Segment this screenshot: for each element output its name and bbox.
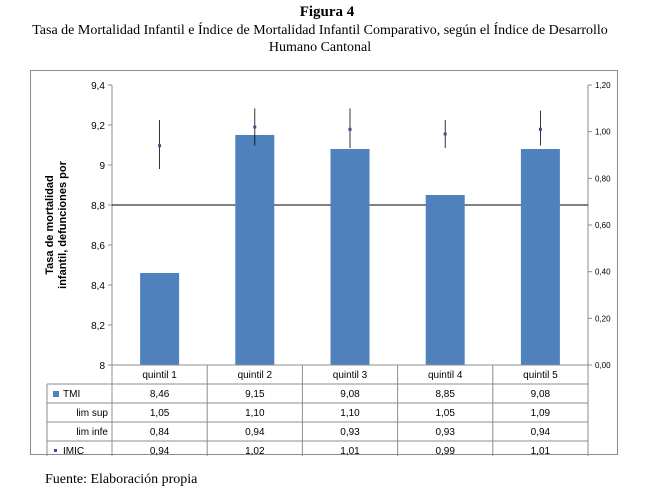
y2-tick-label: 0,40 [595,268,611,277]
table-cell: 1,05 [150,408,170,419]
table-cell: 0,93 [340,427,360,438]
bar-tmi [520,149,560,365]
y2-tick-label: 0,80 [595,174,611,183]
y-tick-label: 9 [99,161,105,172]
y2-tick-label: 0,00 [595,361,611,370]
table-cell: 1,10 [340,408,360,419]
table-cell: 0,93 [435,427,455,438]
table-cell: 1,10 [245,408,265,419]
figure-title: Figura 4 [299,4,355,20]
source-note: Fuente: Elaboración propia [45,472,198,487]
y2-tick-label: 0,20 [595,314,611,323]
legend-key-tmi [53,391,59,397]
y-tick-label: 8,8 [91,201,105,212]
imic-point [538,127,542,131]
table-cell: 9,15 [245,389,265,400]
table-cell: 0,94 [150,446,170,456]
y-axis-title: Tasa de mortalidadinfantil, defunciones … [44,160,69,288]
table-cell: 0,94 [531,427,551,438]
y-tick-label: 9,4 [91,81,105,92]
table-cell: 1,02 [245,446,265,456]
y2-tick-label: 1,00 [595,128,611,137]
table-row-label: TMI [63,389,80,400]
x-tick-label: quintil 5 [523,370,558,381]
table-row-label: lim infe [76,427,108,438]
x-tick-label: quintil 4 [428,370,463,381]
chart-svg: 9,4 9,2 9 8,8 8,6 8,4 8,2 8 1,20 1,00 0,80 0,60 0,40… [44,81,611,456]
legend-key-imic [54,449,57,452]
table-cell: 0,84 [150,427,170,438]
x-tick-label: quintil 1 [142,370,177,381]
table-cell: 0,99 [435,446,455,456]
table-cell: 9,08 [340,389,360,400]
chart-frame: 9,4 9,2 9 8,8 8,6 8,4 8,2 8 1,20 1,00 0,80 0,60 0,40… [30,70,618,456]
bar-tmi [425,195,465,365]
figure-subtitle: Tasa de Mortalidad Infantil e Índice de … [32,23,608,55]
table-cell: 1,05 [435,408,455,419]
x-tick-label: quintil 3 [333,370,368,381]
imic-point [348,127,352,131]
bar-tmi [235,135,275,365]
table-row-label: IMIC [63,446,84,456]
table-row-label: lim sup [76,408,108,419]
table-cell: 9,08 [531,389,551,400]
x-tick-label: quintil 2 [238,370,273,381]
y-tick-label: 8,4 [91,281,105,292]
y2-tick-label: 0,60 [595,221,611,230]
imic-point [158,144,162,148]
table-cell: 1,01 [340,446,360,456]
table-cell: 1,09 [531,408,551,419]
y-tick-label: 9,2 [91,121,105,132]
y-tick-label: 8,2 [91,321,105,332]
bar-tmi [140,273,180,365]
imic-point [253,125,257,129]
table-cell: 0,94 [245,427,265,438]
table-cell: 1,01 [531,446,551,456]
y-tick-label: 8,6 [91,241,105,252]
table-cell: 8,46 [150,389,170,400]
imic-point [443,132,447,136]
bar-tmi [330,149,370,365]
y-tick-label: 8 [99,361,105,372]
table-cell: 8,85 [435,389,455,400]
y2-tick-label: 1,20 [595,81,611,90]
